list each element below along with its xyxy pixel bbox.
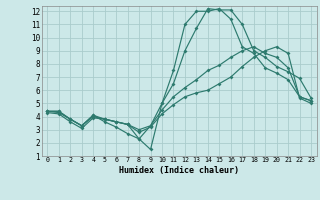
X-axis label: Humidex (Indice chaleur): Humidex (Indice chaleur) <box>119 166 239 175</box>
